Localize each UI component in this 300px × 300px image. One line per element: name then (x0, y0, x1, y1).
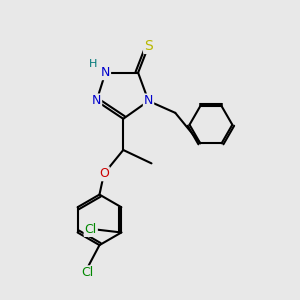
Text: Cl: Cl (85, 223, 97, 236)
Text: H: H (89, 59, 97, 69)
Text: Cl: Cl (82, 266, 94, 279)
Text: N: N (101, 66, 110, 79)
Text: O: O (99, 167, 109, 180)
Text: N: N (92, 94, 101, 107)
Text: N: N (144, 94, 153, 107)
Text: S: S (144, 39, 153, 53)
